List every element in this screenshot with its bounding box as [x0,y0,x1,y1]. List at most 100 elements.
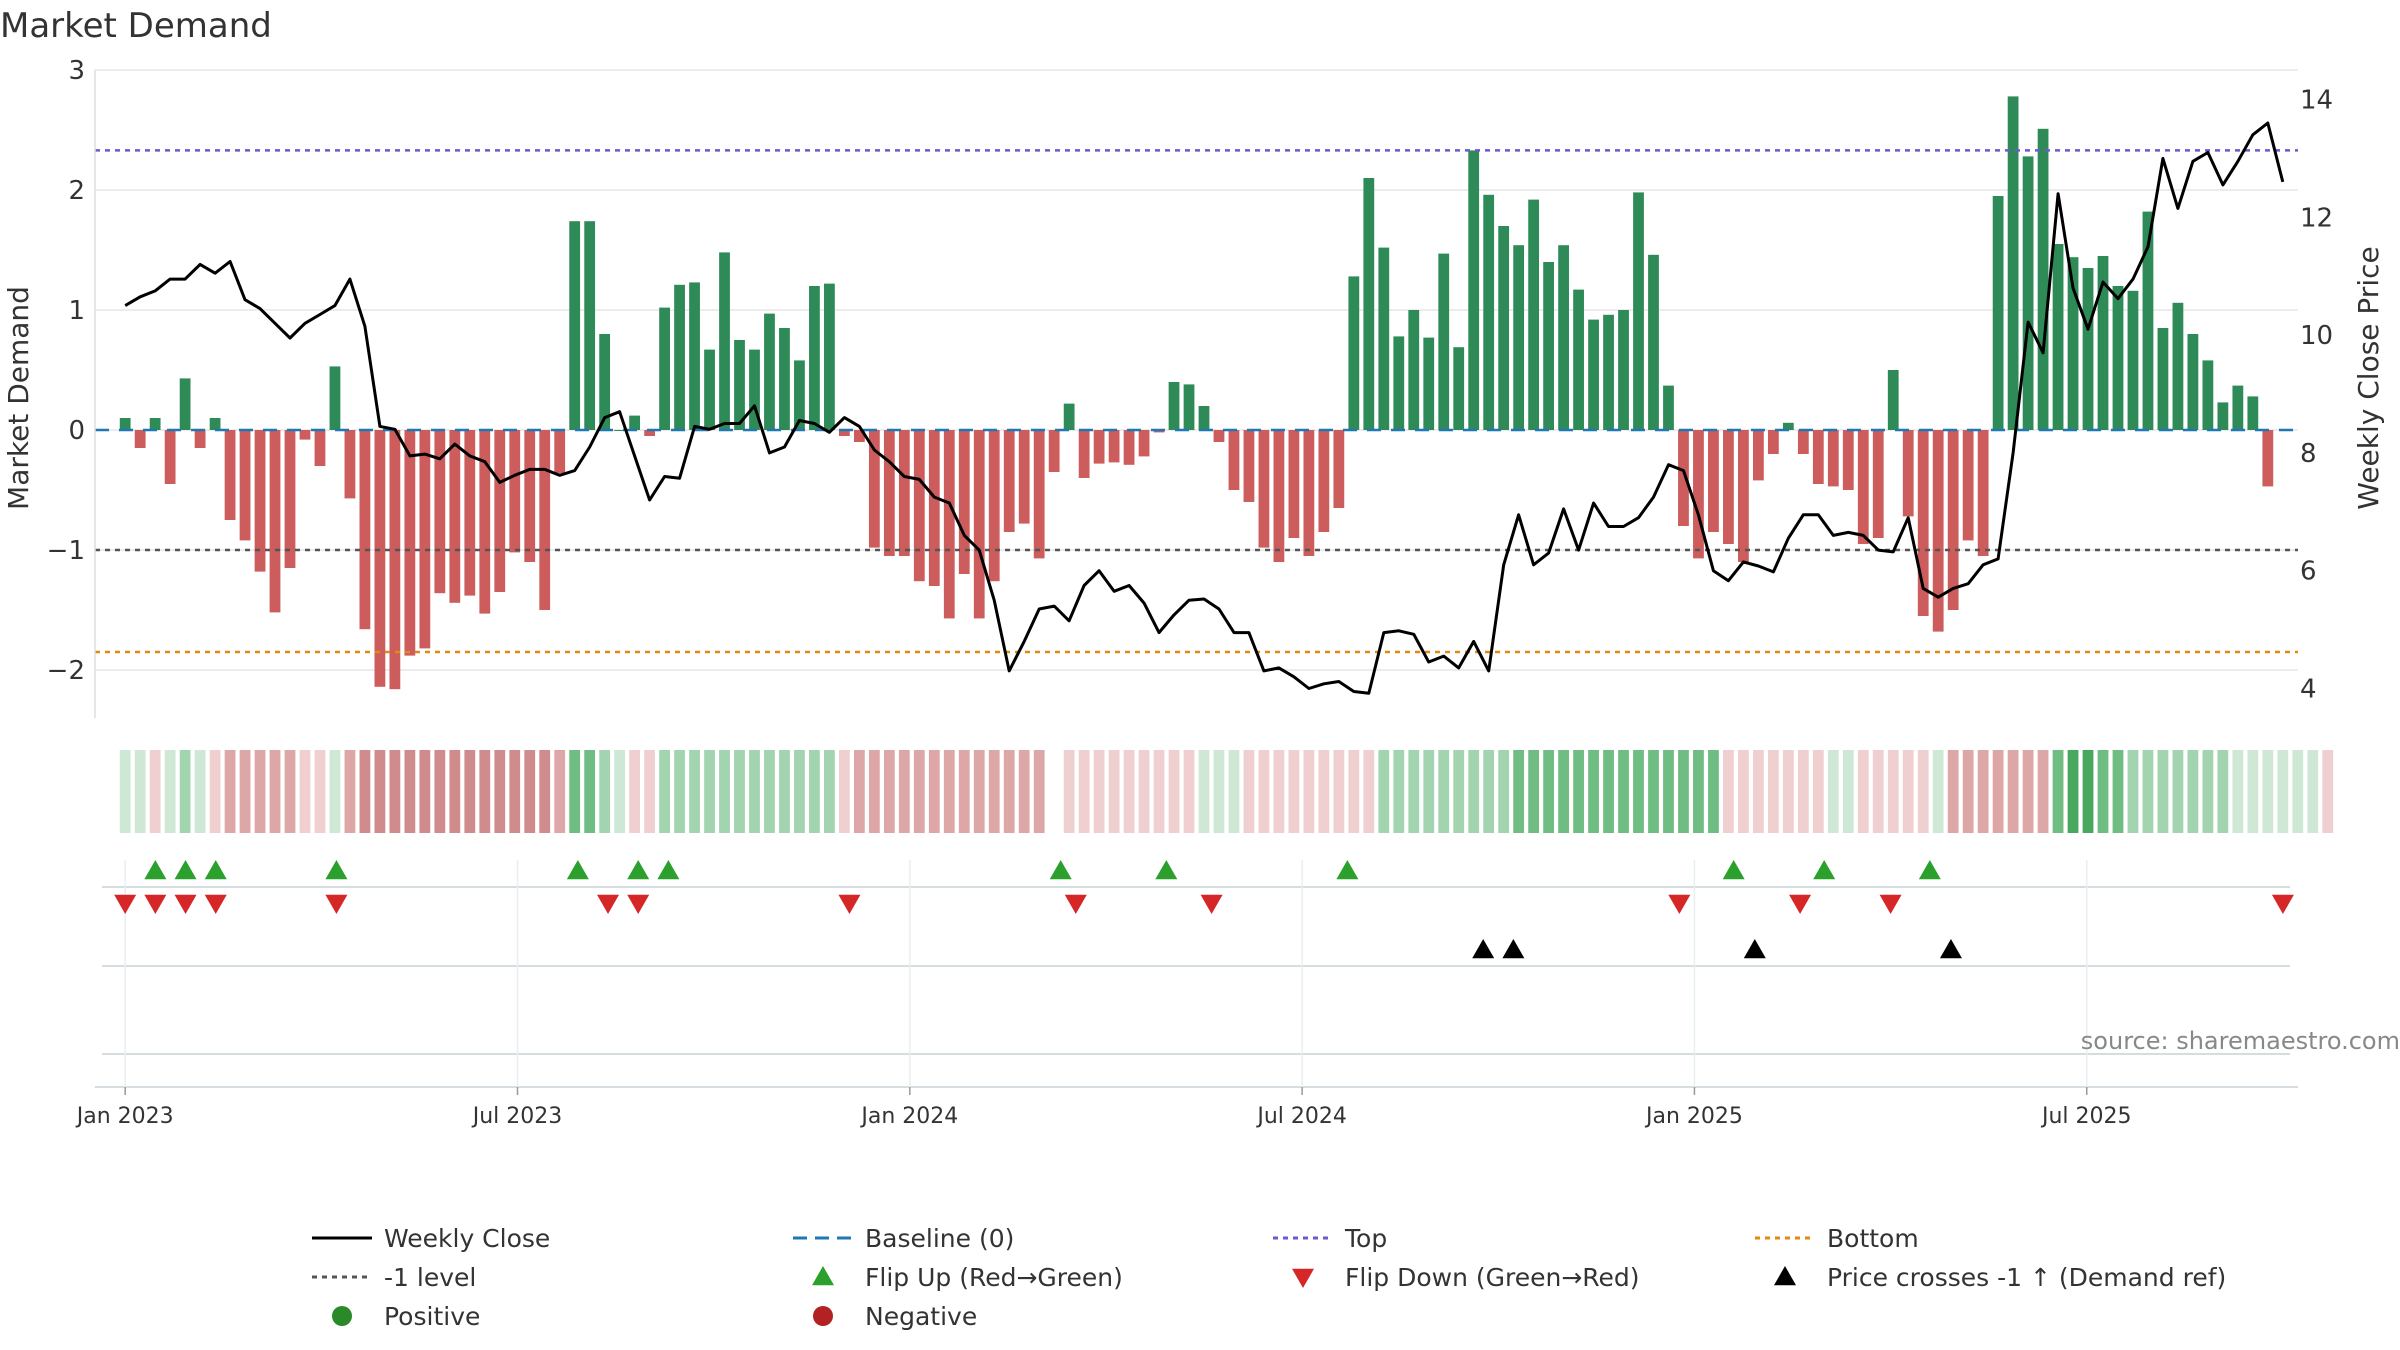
status-cell [1917,750,1929,833]
status-cell [2277,750,2289,833]
status-cell [1513,750,1525,833]
status-cell [1318,750,1330,833]
demand-bar [2217,402,2229,430]
status-cell [1138,750,1150,833]
demand-bar [614,430,626,431]
status-cell [749,750,760,833]
status-cell [2082,750,2094,833]
status-cell [464,750,476,833]
demand-bar [134,430,146,448]
demand-bar [1378,247,1390,430]
chart-title: Market Demand [0,6,272,46]
status-cell [1693,750,1704,833]
demand-bar [659,307,670,430]
demand-bar [2127,290,2139,430]
status-cell [764,750,775,833]
x-tick-label: Jan 2025 [1644,1104,1743,1129]
status-cell [838,750,850,833]
status-cell [2067,750,2079,833]
demand-bar [239,430,251,541]
demand-bar [1618,310,1629,430]
flip-up-marker [1918,860,1941,880]
reference-lines [95,149,2298,654]
status-cell [809,750,820,833]
status-cell [1962,750,1974,833]
demand-bar [194,430,206,448]
status-cell [913,750,925,833]
status-cell [1588,750,1599,833]
status-cell [494,750,506,833]
demand-bar [1063,403,1075,430]
demand-bar [164,430,176,484]
x-tick-label: Jul 2024 [1255,1104,1347,1129]
demand-bar [1977,430,1989,556]
demand-bar [1648,254,1659,430]
status-cell [853,750,865,833]
status-cell [1723,750,1734,833]
flip-up-marker [174,860,197,880]
demand-bar [314,430,326,466]
demand-bar [883,430,895,556]
demand-bar [449,430,461,603]
weekly-close-line [124,121,2285,695]
status-cell [1303,750,1315,833]
status-cell [734,750,745,833]
status-cell [1108,750,1120,833]
status-cell [1228,750,1240,833]
status-cell [928,750,940,833]
demand-bar [1048,430,1060,472]
status-cell [1827,750,1839,833]
status-cell [1348,750,1360,833]
status-cell [1708,750,1719,833]
status-cell [164,750,176,833]
demand-bar [374,430,386,687]
status-cell [1093,750,1105,833]
legend-label: Flip Down (Green→Red) [1345,1263,1640,1292]
demand-bar [344,430,356,499]
status-cell [674,750,685,833]
status-cell [1887,750,1899,833]
demand-bar [1033,430,1045,559]
status-cell [883,750,895,833]
demand-bar [913,430,925,582]
price-cross-marker [1472,939,1495,959]
demand-bar [2142,211,2154,430]
status-cell [284,750,296,833]
demand-bar [2097,256,2109,430]
status-cell [1782,750,1794,833]
status-cell [1902,750,1914,833]
demand-bar [599,334,611,430]
legend-swatch [813,1306,833,1326]
status-cell [1932,750,1944,833]
status-cell [868,750,880,833]
status-cell [299,750,311,833]
status-cell [119,750,131,833]
status-cell [2307,750,2319,833]
demand-bar [809,286,820,430]
status-cell [2127,750,2139,833]
demand-bar [269,430,281,613]
demand-bar [2037,128,2049,431]
demand-bar [1708,430,1719,532]
demand-bar [1123,430,1135,465]
flip-up-marker [657,860,680,880]
demand-bar [299,430,311,440]
demand-bar [1198,406,1210,430]
status-cell [1438,750,1450,833]
demand-bar [1528,199,1540,430]
status-cell [1633,750,1644,833]
demand-bar [1797,430,1809,454]
flip-down-marker [174,894,197,914]
demand-bar [794,360,805,430]
legend-swatch [1774,1266,1796,1286]
demand-bar [1962,430,1974,541]
x-tick-label: Jul 2023 [471,1104,563,1129]
status-cell [1198,750,1210,833]
demand-bar [359,430,371,630]
demand-bar [719,252,730,430]
status-cell [1977,750,1989,833]
x-tick-label: Jan 2023 [75,1104,174,1129]
status-cell [1453,750,1465,833]
status-cell [719,750,730,833]
demand-bar [674,284,685,430]
